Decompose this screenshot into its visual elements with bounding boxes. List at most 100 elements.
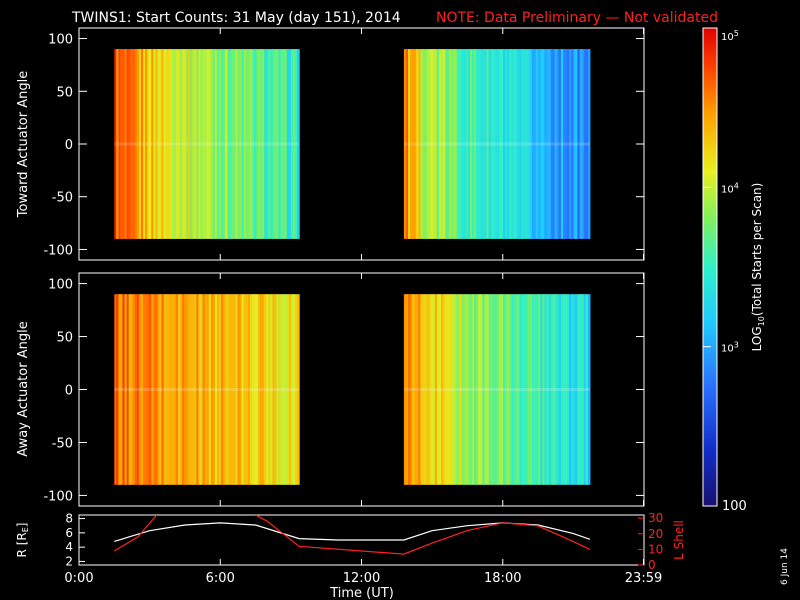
- heatmap-column: [476, 294, 479, 485]
- heatmap-column: [225, 294, 228, 485]
- away-angle-ylabel: Away Actuator Angle: [16, 321, 31, 456]
- heatmap-column: [253, 49, 257, 239]
- lshell-tick-label: 0: [648, 558, 656, 572]
- heatmap-column: [128, 294, 132, 485]
- heatmap-column: [542, 49, 545, 239]
- date-stamp: 6 Jun 14: [780, 548, 790, 585]
- heatmap-column: [124, 294, 128, 485]
- heatmap-column: [434, 49, 438, 239]
- heatmap-column: [482, 49, 486, 239]
- heatmap-column: [274, 49, 278, 239]
- heatmap-column: [525, 49, 529, 239]
- heatmap-column: [128, 49, 132, 239]
- heatmap-column: [130, 49, 134, 239]
- lshell-tick-label: 20: [648, 527, 663, 541]
- heatmap-column: [163, 49, 167, 239]
- heatmap-column: [180, 294, 183, 485]
- heatmap-column: [297, 49, 300, 239]
- heatmap-column: [447, 49, 450, 239]
- heatmap-column: [208, 294, 212, 485]
- heatmap-column: [484, 49, 488, 239]
- colorbar-tick-label: 104: [721, 181, 739, 195]
- heatmap-column: [416, 294, 419, 485]
- heatmap-column: [268, 49, 271, 239]
- heatmap-column: [147, 294, 150, 485]
- heatmap-column: [251, 294, 255, 485]
- heatmap-column: [513, 294, 517, 485]
- radius-ylabel-sub: E: [21, 527, 30, 532]
- heatmap-column: [227, 294, 230, 485]
- heatmap-column: [245, 49, 249, 239]
- heatmap-column: [243, 49, 247, 239]
- heatmap-column: [418, 294, 422, 485]
- heatmap-column: [171, 294, 175, 485]
- heatmap-column: [424, 294, 428, 485]
- heatmap-column: [527, 49, 531, 239]
- heatmap-column: [200, 294, 204, 485]
- heatmap-column: [134, 49, 138, 239]
- heatmap-column: [515, 49, 519, 239]
- heatmap-column: [515, 294, 519, 485]
- heatmap-column: [420, 49, 424, 239]
- heatmap-column: [472, 294, 475, 485]
- heatmap-column: [581, 49, 585, 239]
- zero-angle-stripe: [403, 388, 590, 391]
- heatmap-column: [519, 49, 523, 239]
- heatmap-column: [470, 294, 473, 485]
- heatmap-column: [501, 49, 504, 239]
- heatmap-column: [253, 294, 257, 485]
- heatmap-column: [505, 294, 508, 485]
- heatmap-column: [519, 294, 523, 485]
- heatmap-column: [126, 49, 130, 239]
- heatmap-column: [577, 294, 581, 485]
- heatmap-column: [227, 49, 230, 239]
- heatmap-column: [410, 49, 413, 239]
- heatmap-column: [262, 294, 265, 485]
- heatmap-column: [229, 294, 232, 485]
- heatmap-column: [523, 294, 527, 485]
- toward-angle-ticks: -100 -50 0 50 100: [43, 28, 645, 260]
- heatmap-column: [488, 294, 492, 485]
- preliminary-note: NOTE: Data Preliminary — Not validated: [436, 10, 718, 26]
- heatmap-column: [225, 49, 228, 239]
- heatmap-column: [214, 49, 218, 239]
- heatmap-column: [540, 49, 543, 239]
- orbit-lines: [113, 515, 591, 555]
- heatmap-column: [132, 294, 136, 485]
- heatmap-column: [245, 294, 249, 485]
- heatmap-column: [585, 49, 589, 239]
- heatmap-column: [430, 294, 434, 485]
- heatmap-column: [151, 49, 154, 239]
- heatmap-column: [136, 49, 140, 239]
- time-xlabel: Time (UT): [329, 586, 394, 600]
- heatmap-column: [474, 49, 477, 239]
- lshell-line: [113, 515, 591, 555]
- heatmap-column: [478, 294, 481, 485]
- heatmap-column: [472, 49, 475, 239]
- heatmap-column: [122, 49, 126, 239]
- heatmap-column: [579, 49, 583, 239]
- colorbar-tick-base: 10: [721, 32, 734, 43]
- heatmap-column: [190, 49, 193, 239]
- heatmap-column: [155, 49, 159, 239]
- heatmap-column: [517, 49, 521, 239]
- colorbar-tick-label: 105: [721, 29, 739, 43]
- heatmap-column: [420, 294, 424, 485]
- heatmap-column: [443, 294, 446, 485]
- heatmap-column: [441, 49, 444, 239]
- heatmap-column: [540, 294, 543, 485]
- heatmap-column: [403, 49, 407, 239]
- heatmap-column: [558, 294, 562, 485]
- colorbar-tick-exp: 3: [734, 341, 739, 350]
- heatmap-column: [575, 294, 579, 485]
- heatmap-column: [494, 294, 498, 485]
- heatmap-column: [534, 49, 537, 239]
- heatmap-column: [290, 49, 294, 239]
- heatmap-column: [177, 49, 181, 239]
- heatmap-column: [503, 49, 506, 239]
- heatmap-column: [276, 49, 280, 239]
- lshell-ylabel: L Shell: [672, 520, 686, 560]
- y-tick-label: 100: [48, 278, 73, 293]
